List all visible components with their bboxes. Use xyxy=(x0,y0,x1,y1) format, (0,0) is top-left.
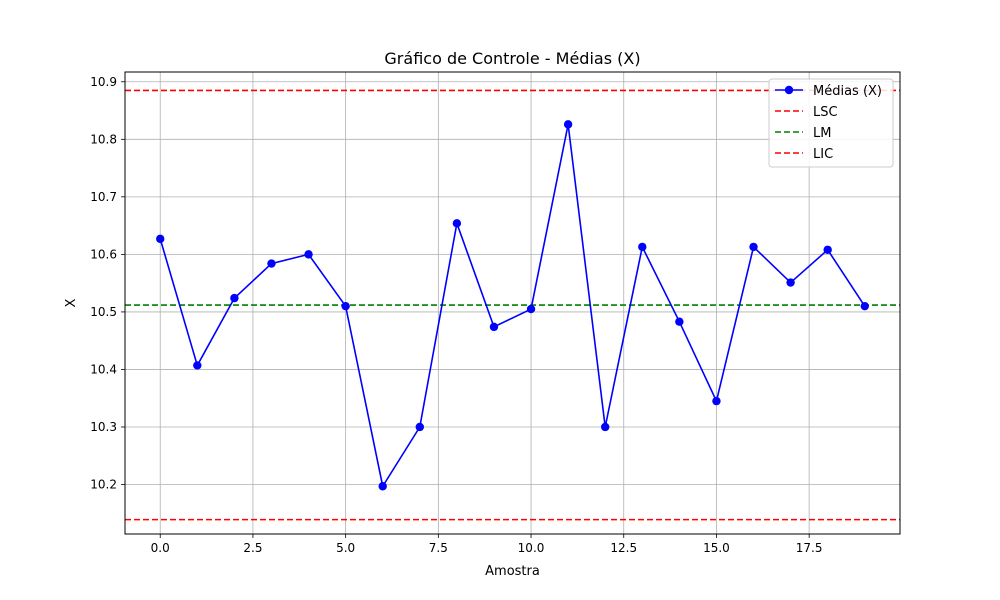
y-tick-label: 10.3 xyxy=(90,420,117,434)
data-point xyxy=(749,242,758,252)
y-axis-ticks: 10.2 10.3 10.4 10.5 10.6 10.7 10.8 10.9 xyxy=(90,75,125,492)
data-point xyxy=(267,259,276,268)
y-axis-label: X xyxy=(64,298,79,307)
legend-entry-label: Médias (X) xyxy=(813,84,882,99)
y-tick-label: 10.8 xyxy=(90,132,117,146)
data-point xyxy=(563,120,573,129)
data-point xyxy=(378,482,387,491)
data-series xyxy=(156,120,869,491)
x-tick-label: 12.5 xyxy=(610,541,637,555)
y-tick-label: 10.2 xyxy=(90,478,117,492)
x-tick-label: 10.0 xyxy=(518,541,545,555)
data-point xyxy=(156,234,165,244)
legend-marker xyxy=(784,85,794,95)
series-line xyxy=(159,124,866,489)
y-tick-label: 10.5 xyxy=(90,305,117,319)
data-point xyxy=(786,278,795,287)
data-point xyxy=(638,242,647,252)
x-tick-label: 0.0 xyxy=(151,541,170,555)
data-point xyxy=(601,422,610,432)
data-point xyxy=(675,317,684,326)
legend-entry-label: LM xyxy=(813,126,831,141)
data-point xyxy=(712,396,721,406)
data-point xyxy=(341,301,350,311)
y-tick-label: 10.7 xyxy=(90,190,117,204)
x-axis-ticks: 0.0 2.5 5.0 7.5 10.0 12.5 15.0 17.5 xyxy=(151,534,823,555)
data-point xyxy=(304,250,313,259)
reference-lines xyxy=(125,89,900,521)
plot-frame xyxy=(124,71,901,535)
legend-entry-label: LIC xyxy=(813,147,833,162)
x-tick-label: 7.5 xyxy=(429,541,448,555)
y-tick-label: 10.9 xyxy=(90,75,117,89)
legend-box xyxy=(768,78,894,168)
data-point xyxy=(193,361,202,370)
x-tick-label: 5.0 xyxy=(336,541,355,555)
legend: Médias (X) LSC LM LIC xyxy=(768,78,894,168)
x-tick-label: 2.5 xyxy=(243,541,262,555)
data-point xyxy=(489,322,499,332)
data-point xyxy=(452,219,462,228)
data-point xyxy=(230,293,239,303)
data-point xyxy=(823,245,832,254)
x-tick-label: 15.0 xyxy=(703,541,730,555)
chart-title: Gráfico de Controle - Médias (X) xyxy=(384,49,640,68)
y-tick-label: 10.4 xyxy=(90,362,117,376)
data-point xyxy=(415,422,424,432)
data-point xyxy=(860,301,869,311)
legend-entry-label: LSC xyxy=(813,105,838,120)
data-point xyxy=(526,304,536,314)
x-axis-label: Amostra xyxy=(485,564,540,579)
y-tick-label: 10.6 xyxy=(90,247,117,261)
x-tick-label: 17.5 xyxy=(796,541,823,555)
